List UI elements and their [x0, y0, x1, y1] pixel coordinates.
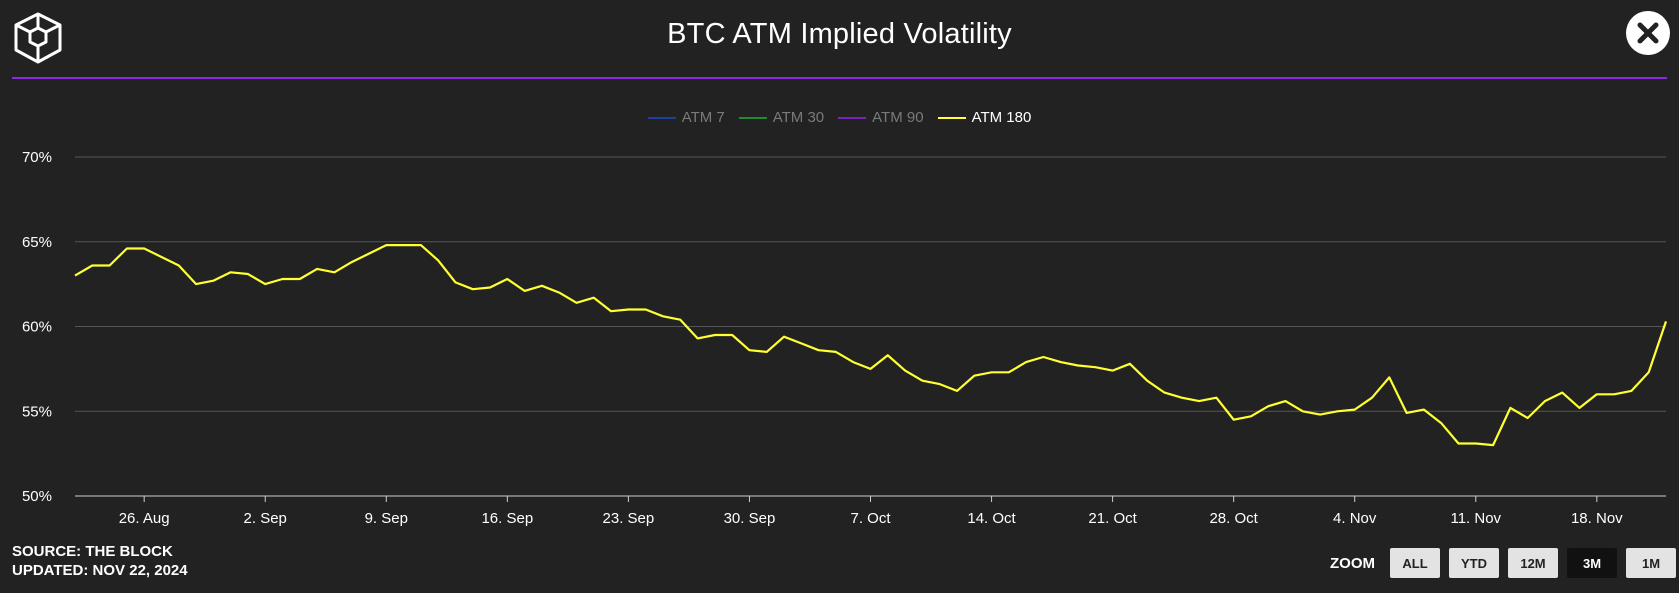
x-tick-label: 14. Oct — [967, 510, 1016, 527]
x-tick-label: 21. Oct — [1088, 510, 1137, 527]
x-tick-label: 16. Sep — [481, 510, 533, 527]
source-note: SOURCE: THE BLOCK UPDATED: NOV 22, 2024 — [12, 542, 188, 580]
cube-logo-icon[interactable] — [10, 10, 66, 66]
zoom-controls: ZOOM ALL YTD 12M 3M 1M — [1330, 548, 1676, 578]
zoom-button-3m[interactable]: 3M — [1567, 548, 1617, 578]
x-tick-label: 4. Nov — [1333, 510, 1377, 527]
zoom-button-all[interactable]: ALL — [1390, 548, 1440, 578]
y-tick-label: 65% — [22, 234, 52, 251]
legend-item-atm-180[interactable]: ATM 180 — [937, 109, 1032, 126]
legend-swatch — [838, 116, 867, 119]
legend-swatch — [937, 116, 966, 119]
x-tick-label: 7. Oct — [850, 510, 891, 527]
legend-item-atm-30[interactable]: ATM 30 — [738, 109, 825, 126]
page-title: BTC ATM Implied Volatility — [667, 18, 1012, 50]
legend-label: ATM 30 — [772, 109, 825, 126]
close-button[interactable] — [1626, 11, 1670, 55]
x-tick-label: 11. Nov — [1450, 510, 1501, 527]
close-icon — [1637, 22, 1659, 44]
legend-label: ATM 7 — [681, 109, 725, 126]
x-tick-label: 18. Nov — [1571, 510, 1623, 527]
series-line-atm-180 — [74, 244, 1668, 447]
legend-label: ATM 90 — [872, 109, 924, 126]
legend-swatch — [647, 116, 676, 119]
zoom-label: ZOOM — [1330, 554, 1375, 572]
updated-text: UPDATED: NOV 22, 2024 — [12, 562, 188, 579]
y-tick-label: 55% — [22, 403, 52, 420]
legend-item-atm-90[interactable]: ATM 90 — [838, 109, 924, 126]
x-tick-label: 2. Sep — [244, 510, 287, 527]
legend-item-atm-7[interactable]: ATM 7 — [647, 109, 725, 126]
legend-swatch — [738, 116, 767, 119]
x-tick-label: 23. Sep — [603, 510, 655, 527]
line-chart: 50% 55% 60% 65% 70% 26. Aug 2. Sep 9. Sep 16. Se… — [22, 149, 1668, 527]
zoom-button-ytd[interactable]: YTD — [1449, 548, 1499, 578]
x-tick-label: 26. Aug — [119, 510, 170, 527]
y-tick-label: 70% — [22, 149, 52, 166]
chart-legend: ATM 7 ATM 30 ATM 90 ATM 180 — [0, 109, 1679, 126]
x-tick-label: 30. Sep — [724, 510, 776, 527]
zoom-button-12m[interactable]: 12M — [1508, 548, 1558, 578]
zoom-button-1m[interactable]: 1M — [1626, 548, 1676, 578]
header: BTC ATM Implied Volatility — [0, 0, 1679, 79]
y-tick-label: 50% — [22, 488, 52, 505]
x-tick-label: 28. Oct — [1209, 510, 1258, 527]
x-tick-label: 9. Sep — [365, 510, 408, 527]
source-text: SOURCE: THE BLOCK — [12, 543, 173, 560]
legend-label: ATM 180 — [971, 109, 1032, 126]
y-tick-label: 60% — [22, 319, 52, 336]
header-divider — [12, 77, 1667, 79]
